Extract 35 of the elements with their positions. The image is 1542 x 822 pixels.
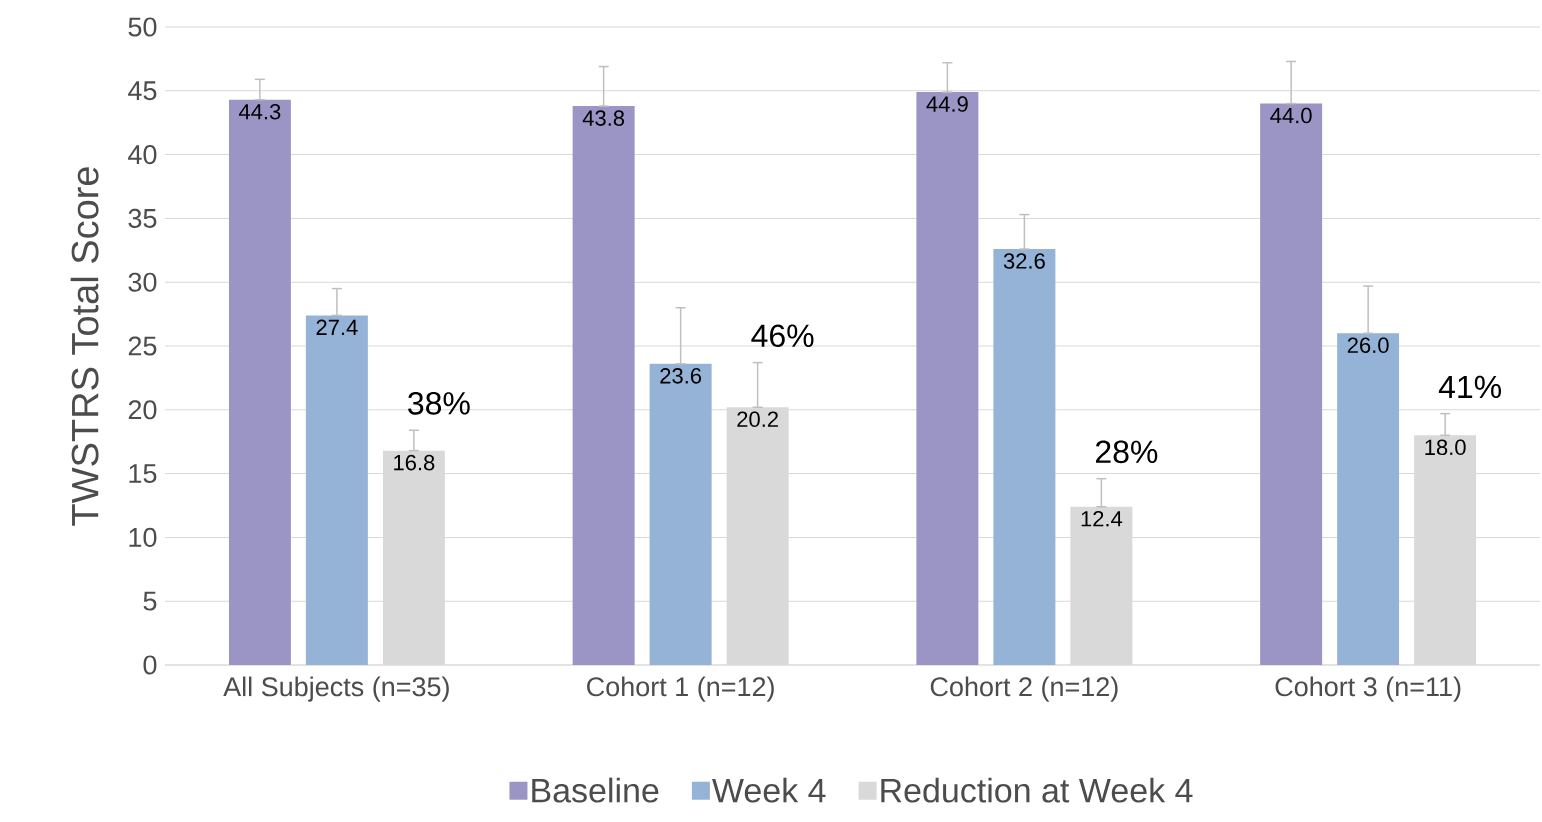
y-tick-label: 40	[128, 145, 157, 165]
data-label: 12.4	[1081, 510, 1123, 527]
data-label: 43.8	[582, 110, 625, 126]
y-axis-title: TWSTRS Total Score	[70, 167, 99, 526]
data-label: 44.9	[926, 96, 968, 112]
x-tick-label: Cohort 3 (n=11)	[1275, 676, 1461, 702]
y-tick-label: 35	[128, 208, 157, 228]
annotation: 41%	[1438, 375, 1502, 399]
y-tick-label: 45	[128, 81, 157, 101]
y-tick-label: 25	[128, 336, 157, 356]
data-label: 27.4	[316, 319, 358, 335]
data-label: 23.6	[660, 368, 702, 384]
x-tick-label: All Subjects (n=35)	[223, 676, 449, 702]
y-tick-label: 10	[129, 527, 157, 547]
annotation: 28%	[1095, 440, 1158, 464]
y-tick-label: 0	[143, 655, 157, 675]
y-tick-label: 15	[129, 464, 157, 484]
data-label: 20.2	[737, 411, 778, 428]
data-label: 18.0	[1425, 439, 1466, 456]
data-label: 26.0	[1347, 337, 1389, 354]
x-tick-label: Cohort 1 (n=12)	[587, 676, 774, 702]
data-label: 16.8	[394, 454, 435, 471]
legend-label: Reduction at Week 4	[881, 777, 1193, 803]
y-tick-label: 30	[128, 272, 157, 292]
x-tick-label: Cohort 2 (n=12)	[930, 676, 1118, 702]
y-tick-label: 5	[143, 591, 157, 611]
annotation: 38%	[408, 392, 470, 415]
y-tick-label: 50	[128, 17, 157, 37]
annotation: 46%	[751, 324, 814, 348]
data-label: 44.3	[238, 103, 281, 120]
data-label: 32.6	[1003, 253, 1045, 269]
legend-label: Week 4	[712, 777, 826, 803]
y-tick-label: 20	[128, 400, 157, 420]
legend-label: Baseline	[532, 777, 659, 803]
data-label: 44.0	[1270, 107, 1312, 124]
